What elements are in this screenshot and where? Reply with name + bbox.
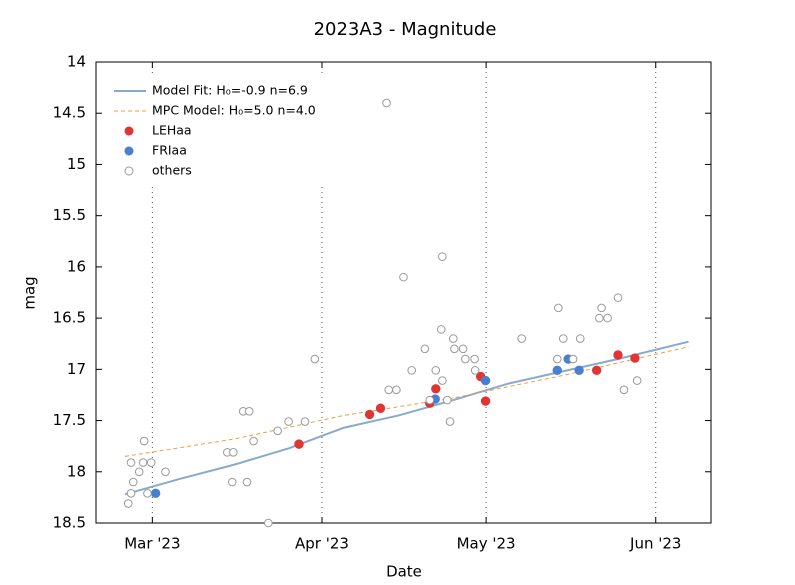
point [450, 344, 459, 354]
point [480, 396, 491, 406]
plot-area [95, 61, 712, 524]
point [310, 354, 320, 364]
point [442, 395, 452, 405]
point [552, 354, 562, 364]
point [591, 365, 602, 376]
dashed-line [124, 346, 689, 457]
point [480, 375, 491, 386]
point [146, 458, 156, 467]
point [244, 407, 254, 416]
y-tick-label: 17 [67, 360, 86, 378]
y-axis-label: mag [21, 276, 39, 309]
point [139, 436, 149, 446]
point [375, 403, 386, 413]
point [123, 499, 133, 508]
point [445, 417, 455, 426]
x-axis-label: Date [386, 563, 422, 581]
point [284, 417, 293, 426]
point [558, 334, 568, 343]
legend-label: others [152, 163, 192, 178]
point [431, 384, 441, 394]
point [229, 448, 238, 457]
y-tick-label: 18 [67, 462, 86, 480]
point [143, 488, 152, 498]
y-tick-label: 14 [67, 53, 86, 71]
point [458, 344, 468, 354]
point [420, 344, 430, 354]
point [613, 350, 623, 360]
point [436, 325, 446, 334]
legend-box [104, 77, 339, 185]
point [138, 458, 148, 467]
y-tick-label: 18.5 [53, 514, 86, 532]
point [227, 477, 237, 487]
point [150, 488, 161, 498]
x-tick-label: Apr '23 [295, 535, 349, 553]
legend-label: LEHaa [152, 123, 192, 138]
legend-swatch [124, 146, 134, 156]
point [392, 385, 401, 395]
point [384, 385, 394, 395]
point [603, 313, 612, 323]
x-tick-label: Mar '23 [124, 535, 180, 553]
y-tick-label: 16.5 [53, 309, 86, 327]
point [161, 467, 170, 477]
y-tick-label: 15 [67, 155, 86, 173]
point [294, 439, 304, 449]
y-tick-label: 15.5 [53, 206, 86, 224]
legend-label: Model Fit: H₀=-0.9 n=6.9 [152, 83, 308, 98]
point [470, 354, 479, 364]
point [517, 334, 526, 343]
point [126, 458, 136, 467]
point [630, 353, 640, 363]
point [407, 366, 417, 375]
legend-label: MPC Model: H₀=5.0 n=4.0 [152, 103, 316, 118]
point [134, 467, 144, 477]
point [448, 334, 458, 343]
point [300, 417, 310, 426]
point [264, 518, 273, 528]
point [438, 376, 447, 385]
point [249, 436, 258, 446]
x-tick-label: May '23 [457, 535, 516, 553]
point [425, 395, 435, 405]
point [126, 488, 136, 498]
point [438, 252, 447, 261]
point [470, 366, 480, 375]
point [399, 272, 408, 282]
legend-swatch [124, 126, 134, 136]
point [597, 303, 606, 313]
point [574, 365, 584, 376]
point [619, 385, 629, 395]
x-tick-label: Jun '23 [629, 535, 681, 553]
point [595, 313, 604, 323]
point [613, 293, 623, 302]
y-tick-label: 14.5 [53, 104, 86, 122]
legend-swatch [124, 166, 134, 176]
point [568, 354, 578, 364]
point [273, 426, 282, 436]
chart-title: 2023A3 - Magnitude [314, 19, 497, 40]
point [461, 354, 470, 364]
legend-label: FRIaa [152, 143, 187, 158]
y-tick-label: 16 [67, 257, 86, 275]
point [431, 366, 441, 375]
point [575, 334, 585, 343]
point [242, 477, 252, 487]
point [632, 376, 642, 385]
y-tick-label: 17.5 [53, 411, 86, 429]
point [364, 409, 375, 420]
point [552, 365, 562, 376]
point [382, 98, 391, 108]
point [554, 303, 563, 313]
point [128, 477, 138, 487]
